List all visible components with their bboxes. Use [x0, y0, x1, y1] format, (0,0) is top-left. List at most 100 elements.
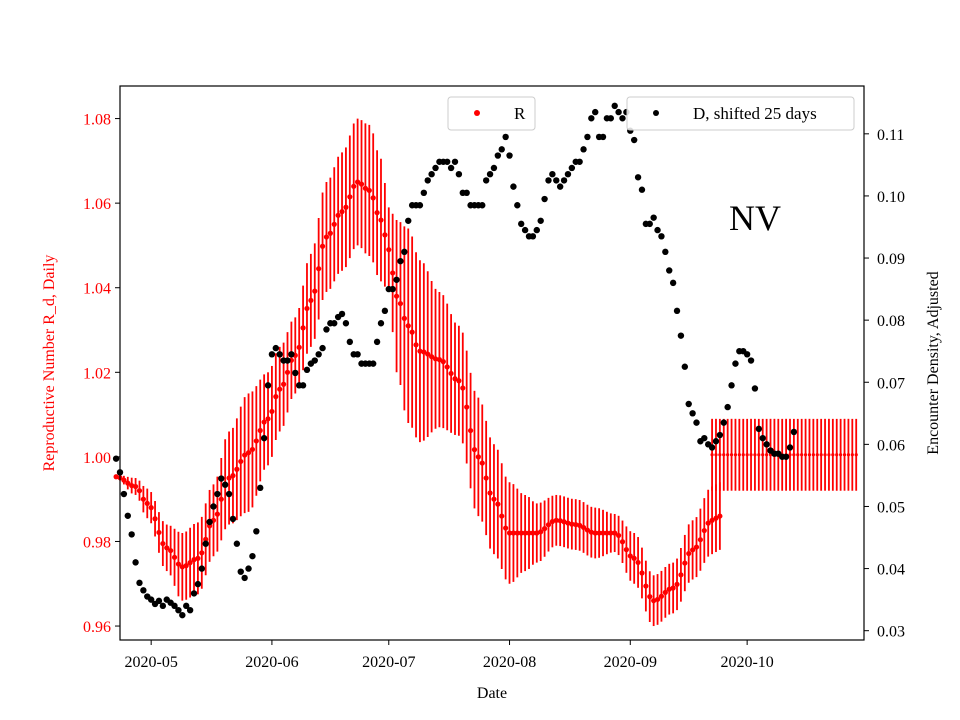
d-point: [549, 170, 556, 178]
r-point: [335, 212, 341, 218]
r-point: [339, 209, 345, 215]
r-point: [654, 596, 661, 603]
r-point: [444, 364, 450, 370]
legend-r: R: [447, 96, 536, 131]
d-point: [354, 351, 361, 358]
r-point: [600, 530, 606, 536]
r-point: [577, 522, 583, 528]
r-point: [440, 359, 446, 365]
d-point: [553, 177, 560, 184]
right-y-tick-label: 0.09: [877, 251, 905, 268]
r-point: [714, 453, 718, 457]
r-point: [281, 381, 287, 387]
d-point: [755, 425, 763, 433]
r-point: [378, 217, 384, 223]
r-point: [757, 453, 761, 457]
d-point: [303, 366, 311, 374]
r-point: [187, 560, 193, 566]
r-point: [569, 521, 575, 527]
r-point: [615, 532, 622, 539]
d-point: [276, 351, 283, 358]
d-point: [416, 202, 424, 209]
r-point: [674, 581, 680, 587]
r-point: [175, 561, 182, 567]
r-point: [506, 530, 513, 536]
r-point: [323, 234, 330, 240]
d-point: [311, 357, 318, 364]
left-y-tick-label: 1.02: [83, 365, 111, 382]
r-point: [726, 453, 730, 457]
r-point: [682, 560, 688, 566]
r-point: [475, 454, 481, 460]
d-point: [323, 326, 330, 333]
r-point: [249, 446, 256, 453]
d-point: [506, 152, 513, 159]
legend-r-marker: [474, 110, 480, 116]
r-point: [803, 453, 808, 457]
r-point: [503, 525, 509, 531]
d-point: [455, 170, 463, 178]
d-point: [463, 189, 470, 197]
left-y-tick-label: 1.06: [83, 196, 111, 213]
r-point: [460, 385, 466, 391]
r-point: [129, 482, 135, 489]
d-point: [190, 590, 198, 597]
r-point: [753, 453, 757, 457]
x-tick-label: 2020-10: [720, 654, 773, 671]
r-point: [588, 529, 594, 535]
r-point: [362, 185, 369, 191]
d-point: [662, 248, 669, 256]
d-point: [179, 611, 186, 619]
x-tick-label: 2020-08: [483, 654, 536, 671]
state-annotation: NV: [729, 198, 781, 238]
r-point: [815, 453, 819, 457]
r-point: [541, 526, 548, 532]
d-point: [257, 484, 264, 492]
d-point: [611, 102, 618, 110]
d-point: [681, 363, 689, 370]
d-point: [451, 158, 459, 165]
legend-d: D, shifted 25 days: [626, 96, 855, 131]
d-point: [669, 279, 677, 287]
r-point: [788, 453, 792, 457]
r-point: [592, 530, 598, 536]
r-point: [745, 453, 749, 457]
r-point: [327, 230, 333, 236]
r-point: [156, 529, 162, 536]
d-point: [331, 320, 338, 327]
d-point: [790, 428, 798, 436]
r-point: [160, 540, 166, 547]
right-y-tick-label: 0.10: [877, 189, 905, 206]
plot-frame: [119, 85, 865, 641]
d-point: [498, 146, 505, 153]
d-point: [743, 351, 751, 358]
d-point: [580, 146, 587, 153]
d-point: [786, 444, 794, 451]
r-point: [226, 475, 232, 481]
x-tick-label: 2020-09: [604, 654, 657, 671]
d-point: [405, 217, 412, 224]
r-point: [580, 524, 587, 531]
d-point: [315, 351, 322, 358]
r-point: [300, 325, 306, 331]
d-point: [724, 403, 731, 411]
r-point: [284, 369, 291, 375]
left-y-axis: 0.96 0.98 1.00 1.02 1.04 1.06 1.08: [83, 112, 120, 636]
d-point: [634, 174, 642, 181]
d-point: [245, 565, 252, 572]
r-point: [499, 513, 505, 519]
r-point: [464, 404, 470, 410]
r-point: [405, 323, 411, 329]
d-point: [249, 552, 256, 560]
r-point: [479, 460, 485, 466]
d-point: [646, 220, 653, 228]
r-point: [761, 453, 765, 457]
d-point: [568, 164, 576, 172]
d-point: [377, 320, 385, 327]
r-point: [705, 520, 711, 526]
d-point: [689, 410, 696, 417]
r-point: [164, 545, 170, 551]
d-point: [198, 565, 206, 572]
left-y-tick-label: 0.98: [83, 534, 111, 551]
d-point: [751, 385, 759, 392]
